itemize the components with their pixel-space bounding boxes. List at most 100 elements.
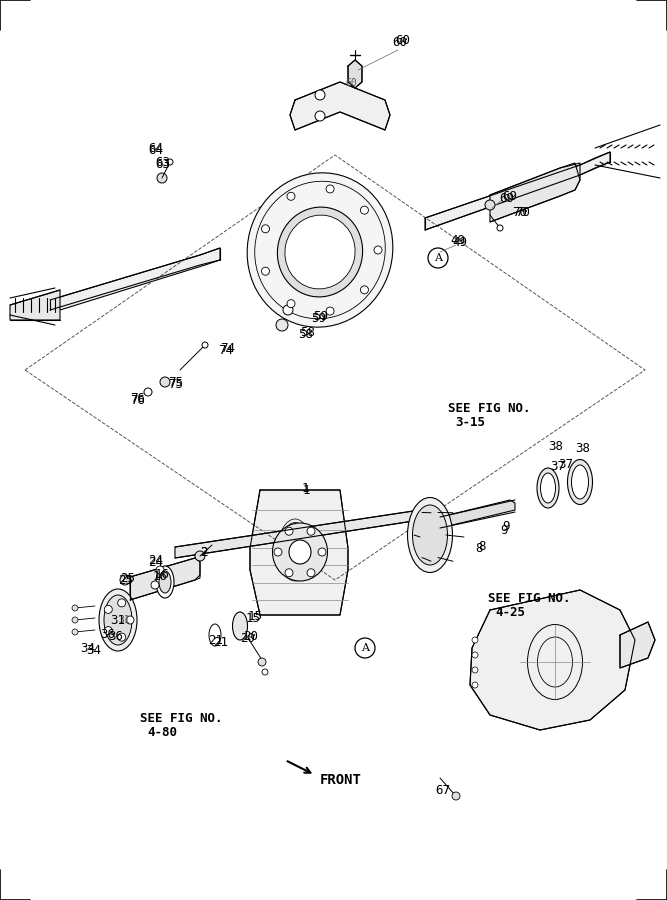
Text: 60: 60 bbox=[392, 35, 407, 49]
Text: 4-80: 4-80 bbox=[147, 726, 177, 740]
Ellipse shape bbox=[156, 566, 174, 598]
Text: 74: 74 bbox=[218, 344, 233, 356]
Text: 38: 38 bbox=[575, 442, 590, 454]
Text: 3-15: 3-15 bbox=[455, 417, 485, 429]
Text: SEE FIG NO.: SEE FIG NO. bbox=[140, 712, 223, 724]
Text: 34: 34 bbox=[80, 642, 95, 654]
Circle shape bbox=[144, 388, 152, 396]
Circle shape bbox=[428, 248, 448, 268]
Polygon shape bbox=[440, 500, 515, 528]
Circle shape bbox=[274, 548, 282, 556]
Text: 25: 25 bbox=[120, 572, 135, 584]
Text: 67: 67 bbox=[435, 784, 450, 796]
Circle shape bbox=[307, 527, 315, 536]
Circle shape bbox=[360, 206, 368, 214]
Circle shape bbox=[355, 638, 375, 658]
Circle shape bbox=[374, 246, 382, 254]
Circle shape bbox=[326, 307, 334, 315]
Text: 4-25: 4-25 bbox=[495, 607, 525, 619]
Text: 37: 37 bbox=[550, 460, 565, 473]
Text: 15: 15 bbox=[246, 611, 261, 625]
Text: 24: 24 bbox=[148, 554, 163, 566]
Text: SEE FIG NO.: SEE FIG NO. bbox=[448, 401, 530, 415]
Circle shape bbox=[104, 606, 112, 614]
Circle shape bbox=[472, 667, 478, 673]
Circle shape bbox=[287, 300, 295, 308]
Text: 8: 8 bbox=[475, 542, 482, 554]
Text: 8: 8 bbox=[478, 539, 486, 553]
Circle shape bbox=[72, 617, 78, 623]
Ellipse shape bbox=[277, 207, 363, 297]
Polygon shape bbox=[425, 152, 610, 230]
Text: 60: 60 bbox=[395, 33, 410, 47]
Circle shape bbox=[307, 569, 315, 577]
Ellipse shape bbox=[247, 173, 393, 328]
Ellipse shape bbox=[537, 468, 559, 508]
Circle shape bbox=[72, 605, 78, 611]
Circle shape bbox=[472, 652, 478, 658]
Circle shape bbox=[151, 581, 159, 589]
Circle shape bbox=[120, 575, 130, 585]
Text: FRONT: FRONT bbox=[320, 773, 362, 787]
Circle shape bbox=[258, 658, 266, 666]
Text: 49: 49 bbox=[450, 233, 465, 247]
Text: 34: 34 bbox=[86, 644, 101, 656]
Text: 24: 24 bbox=[148, 555, 163, 569]
Text: 1: 1 bbox=[303, 483, 311, 497]
Text: 25: 25 bbox=[118, 573, 133, 587]
Text: 59: 59 bbox=[311, 311, 326, 325]
Circle shape bbox=[117, 598, 125, 607]
Text: 9: 9 bbox=[502, 520, 510, 534]
Text: 75: 75 bbox=[168, 377, 183, 391]
Text: 9: 9 bbox=[500, 524, 508, 536]
Text: 16: 16 bbox=[153, 571, 168, 583]
Ellipse shape bbox=[273, 523, 327, 581]
Text: 20: 20 bbox=[243, 631, 258, 644]
Text: 21: 21 bbox=[213, 635, 228, 649]
Text: 64: 64 bbox=[148, 141, 163, 155]
Text: SEE FIG NO.: SEE FIG NO. bbox=[488, 591, 570, 605]
Ellipse shape bbox=[289, 540, 311, 564]
Polygon shape bbox=[290, 82, 390, 130]
Ellipse shape bbox=[568, 460, 592, 505]
Circle shape bbox=[326, 184, 334, 193]
Ellipse shape bbox=[285, 215, 355, 289]
Text: 37: 37 bbox=[558, 457, 573, 471]
Text: 64: 64 bbox=[148, 143, 163, 157]
Text: 70: 70 bbox=[515, 205, 530, 219]
Circle shape bbox=[283, 305, 293, 315]
Polygon shape bbox=[470, 590, 635, 730]
Circle shape bbox=[126, 616, 134, 624]
Circle shape bbox=[160, 377, 170, 387]
Text: 76: 76 bbox=[130, 392, 145, 404]
Text: 70: 70 bbox=[512, 206, 527, 220]
Text: 76: 76 bbox=[130, 393, 145, 407]
Text: 69: 69 bbox=[502, 190, 517, 203]
Text: 58: 58 bbox=[300, 327, 315, 339]
Ellipse shape bbox=[233, 612, 247, 640]
Circle shape bbox=[156, 566, 164, 574]
Circle shape bbox=[287, 193, 295, 201]
Text: 31: 31 bbox=[110, 614, 125, 626]
Text: A: A bbox=[361, 643, 369, 653]
Text: 31: 31 bbox=[118, 615, 130, 625]
Text: 36: 36 bbox=[100, 628, 115, 642]
Circle shape bbox=[360, 286, 368, 294]
Polygon shape bbox=[490, 163, 580, 222]
Polygon shape bbox=[175, 510, 420, 558]
Text: A: A bbox=[434, 253, 442, 263]
Text: 1: 1 bbox=[302, 482, 309, 494]
Ellipse shape bbox=[104, 595, 132, 645]
Ellipse shape bbox=[408, 498, 452, 572]
Text: 60: 60 bbox=[345, 78, 357, 88]
Text: 21: 21 bbox=[208, 634, 223, 647]
Circle shape bbox=[117, 633, 125, 641]
Text: 63: 63 bbox=[155, 157, 170, 169]
Text: 63: 63 bbox=[155, 158, 170, 170]
Circle shape bbox=[285, 527, 293, 536]
Circle shape bbox=[318, 548, 326, 556]
Circle shape bbox=[262, 669, 268, 675]
Polygon shape bbox=[250, 490, 348, 615]
Text: 59: 59 bbox=[313, 310, 328, 323]
Polygon shape bbox=[130, 558, 200, 600]
